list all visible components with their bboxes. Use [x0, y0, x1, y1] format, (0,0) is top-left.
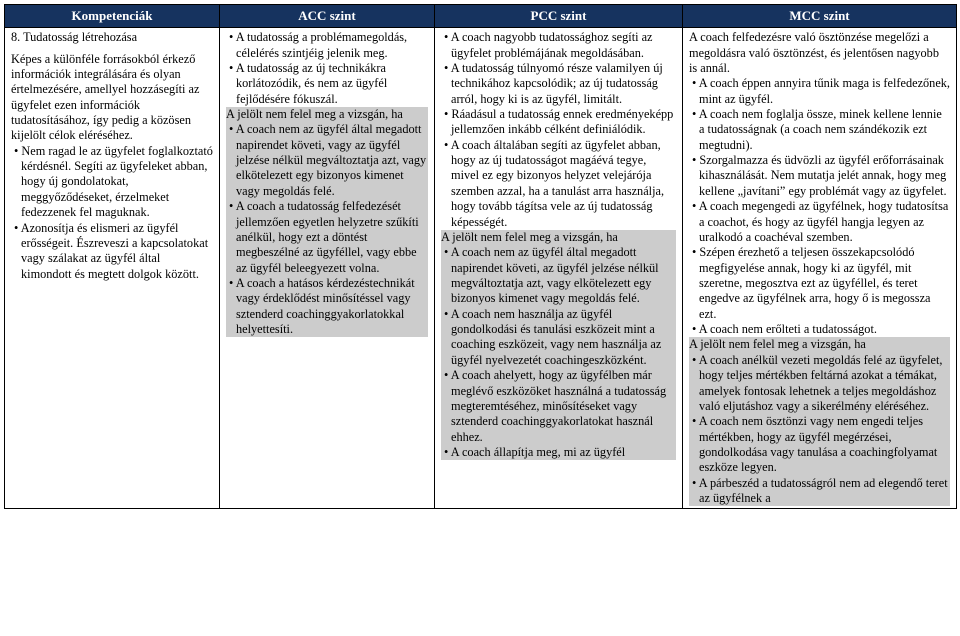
cell-pcc: • A coach nagyobb tudatossághoz segíti a…	[435, 28, 683, 509]
col1-highlight: A jelölt nem felel meg a vizsgán, ha• A …	[226, 107, 428, 337]
table-header-row: Kompetenciák ACC szint PCC szint MCC szi…	[5, 5, 957, 28]
header-col-0: Kompetenciák	[5, 5, 220, 28]
col2-highlight: A jelölt nem felel meg a vizsgán, ha• A …	[441, 230, 676, 460]
col3-body: A coach felfedezésre való ösztönzése meg…	[689, 30, 950, 337]
cell-mcc: A coach felfedezésre való ösztönzése meg…	[683, 28, 957, 509]
col1-body: • A tudatosság a problémamegoldás, célel…	[226, 30, 428, 107]
header-col-2: PCC szint	[435, 5, 683, 28]
col2-body: • A coach nagyobb tudatossághoz segíti a…	[441, 30, 676, 230]
col3-highlight: A jelölt nem felel meg a vizsgán, ha• A …	[689, 337, 950, 506]
row-title: 8. Tudatosság létrehozása	[11, 30, 213, 45]
header-col-1: ACC szint	[220, 5, 435, 28]
cell-acc: • A tudatosság a problémamegoldás, célel…	[220, 28, 435, 509]
cell-kompetenciak: 8. Tudatosság létrehozása Képes a különf…	[5, 28, 220, 509]
competency-table: Kompetenciák ACC szint PCC szint MCC szi…	[4, 4, 957, 509]
competency-row: 8. Tudatosság létrehozása Képes a különf…	[5, 28, 957, 509]
col0-body: Képes a különféle forrásokból érkező inf…	[11, 52, 213, 282]
header-col-3: MCC szint	[683, 5, 957, 28]
